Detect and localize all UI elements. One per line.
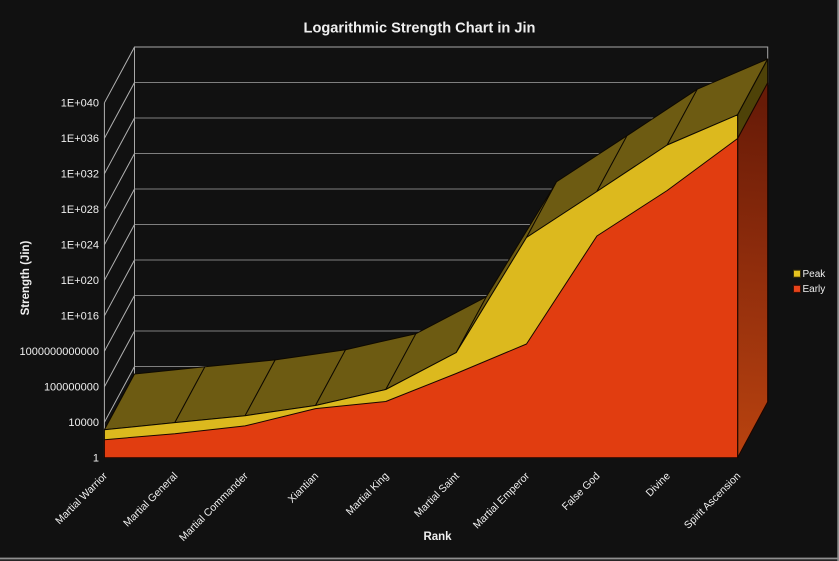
svg-text:100000000: 100000000 — [44, 382, 99, 394]
svg-text:1E+016: 1E+016 — [61, 311, 99, 323]
svg-text:1: 1 — [93, 453, 99, 465]
svg-text:1E+020: 1E+020 — [61, 275, 99, 287]
svg-text:Rank: Rank — [423, 531, 452, 543]
svg-text:Peak: Peak — [803, 269, 827, 280]
svg-text:Logarithmic Strength Chart in: Logarithmic Strength Chart in Jin — [304, 21, 536, 37]
svg-text:Strength (Jin): Strength (Jin) — [20, 240, 32, 315]
svg-text:Early: Early — [803, 284, 826, 295]
svg-text:1E+028: 1E+028 — [61, 204, 99, 216]
svg-text:1E+024: 1E+024 — [61, 240, 99, 252]
svg-text:1E+032: 1E+032 — [61, 169, 99, 181]
svg-text:1E+040: 1E+040 — [61, 98, 99, 110]
svg-text:1000000000000: 1000000000000 — [19, 346, 99, 358]
svg-text:1E+036: 1E+036 — [61, 133, 99, 145]
svg-text:10000: 10000 — [68, 417, 99, 429]
